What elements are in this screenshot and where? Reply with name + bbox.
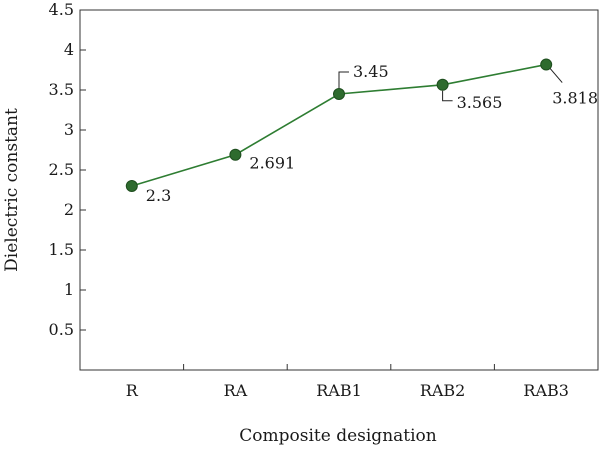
y-axis-title: Dielectric constant <box>2 108 22 272</box>
data-point-marker <box>333 88 345 100</box>
data-point-marker <box>229 148 242 161</box>
data-label: 3.45 <box>353 62 389 81</box>
y-tick-label: 0.5 <box>49 320 74 339</box>
y-tick-label: 3 <box>64 120 74 139</box>
data-point-marker <box>436 78 449 91</box>
y-tick-label: 3.5 <box>49 80 74 99</box>
x-tick-label: RAB1 <box>316 381 362 400</box>
y-tick-label: 2 <box>64 200 74 219</box>
y-tick-label: 2.5 <box>49 160 74 179</box>
y-tick-label: 1.5 <box>49 240 74 259</box>
data-point-marker <box>125 180 138 192</box>
x-tick-label: RAB2 <box>420 381 466 400</box>
data-label-leader <box>442 90 453 102</box>
x-tick-label: RA <box>224 381 248 400</box>
data-label: 2.691 <box>249 154 295 173</box>
data-label-leader <box>338 71 349 88</box>
data-label-leader <box>549 68 563 83</box>
y-tick-label: 1 <box>64 280 74 299</box>
x-axis-title: Composite designation <box>239 426 437 446</box>
x-tick-label: RAB3 <box>523 381 569 400</box>
y-tick-label: 4 <box>64 40 74 59</box>
plot-frame <box>79 9 599 371</box>
y-tick-label: 4.5 <box>49 0 74 19</box>
data-point-marker <box>540 58 553 71</box>
data-label: 3.818 <box>552 89 598 108</box>
data-label: 3.565 <box>457 93 503 112</box>
data-label: 2.3 <box>146 186 171 205</box>
x-tick-label: R <box>126 381 139 400</box>
